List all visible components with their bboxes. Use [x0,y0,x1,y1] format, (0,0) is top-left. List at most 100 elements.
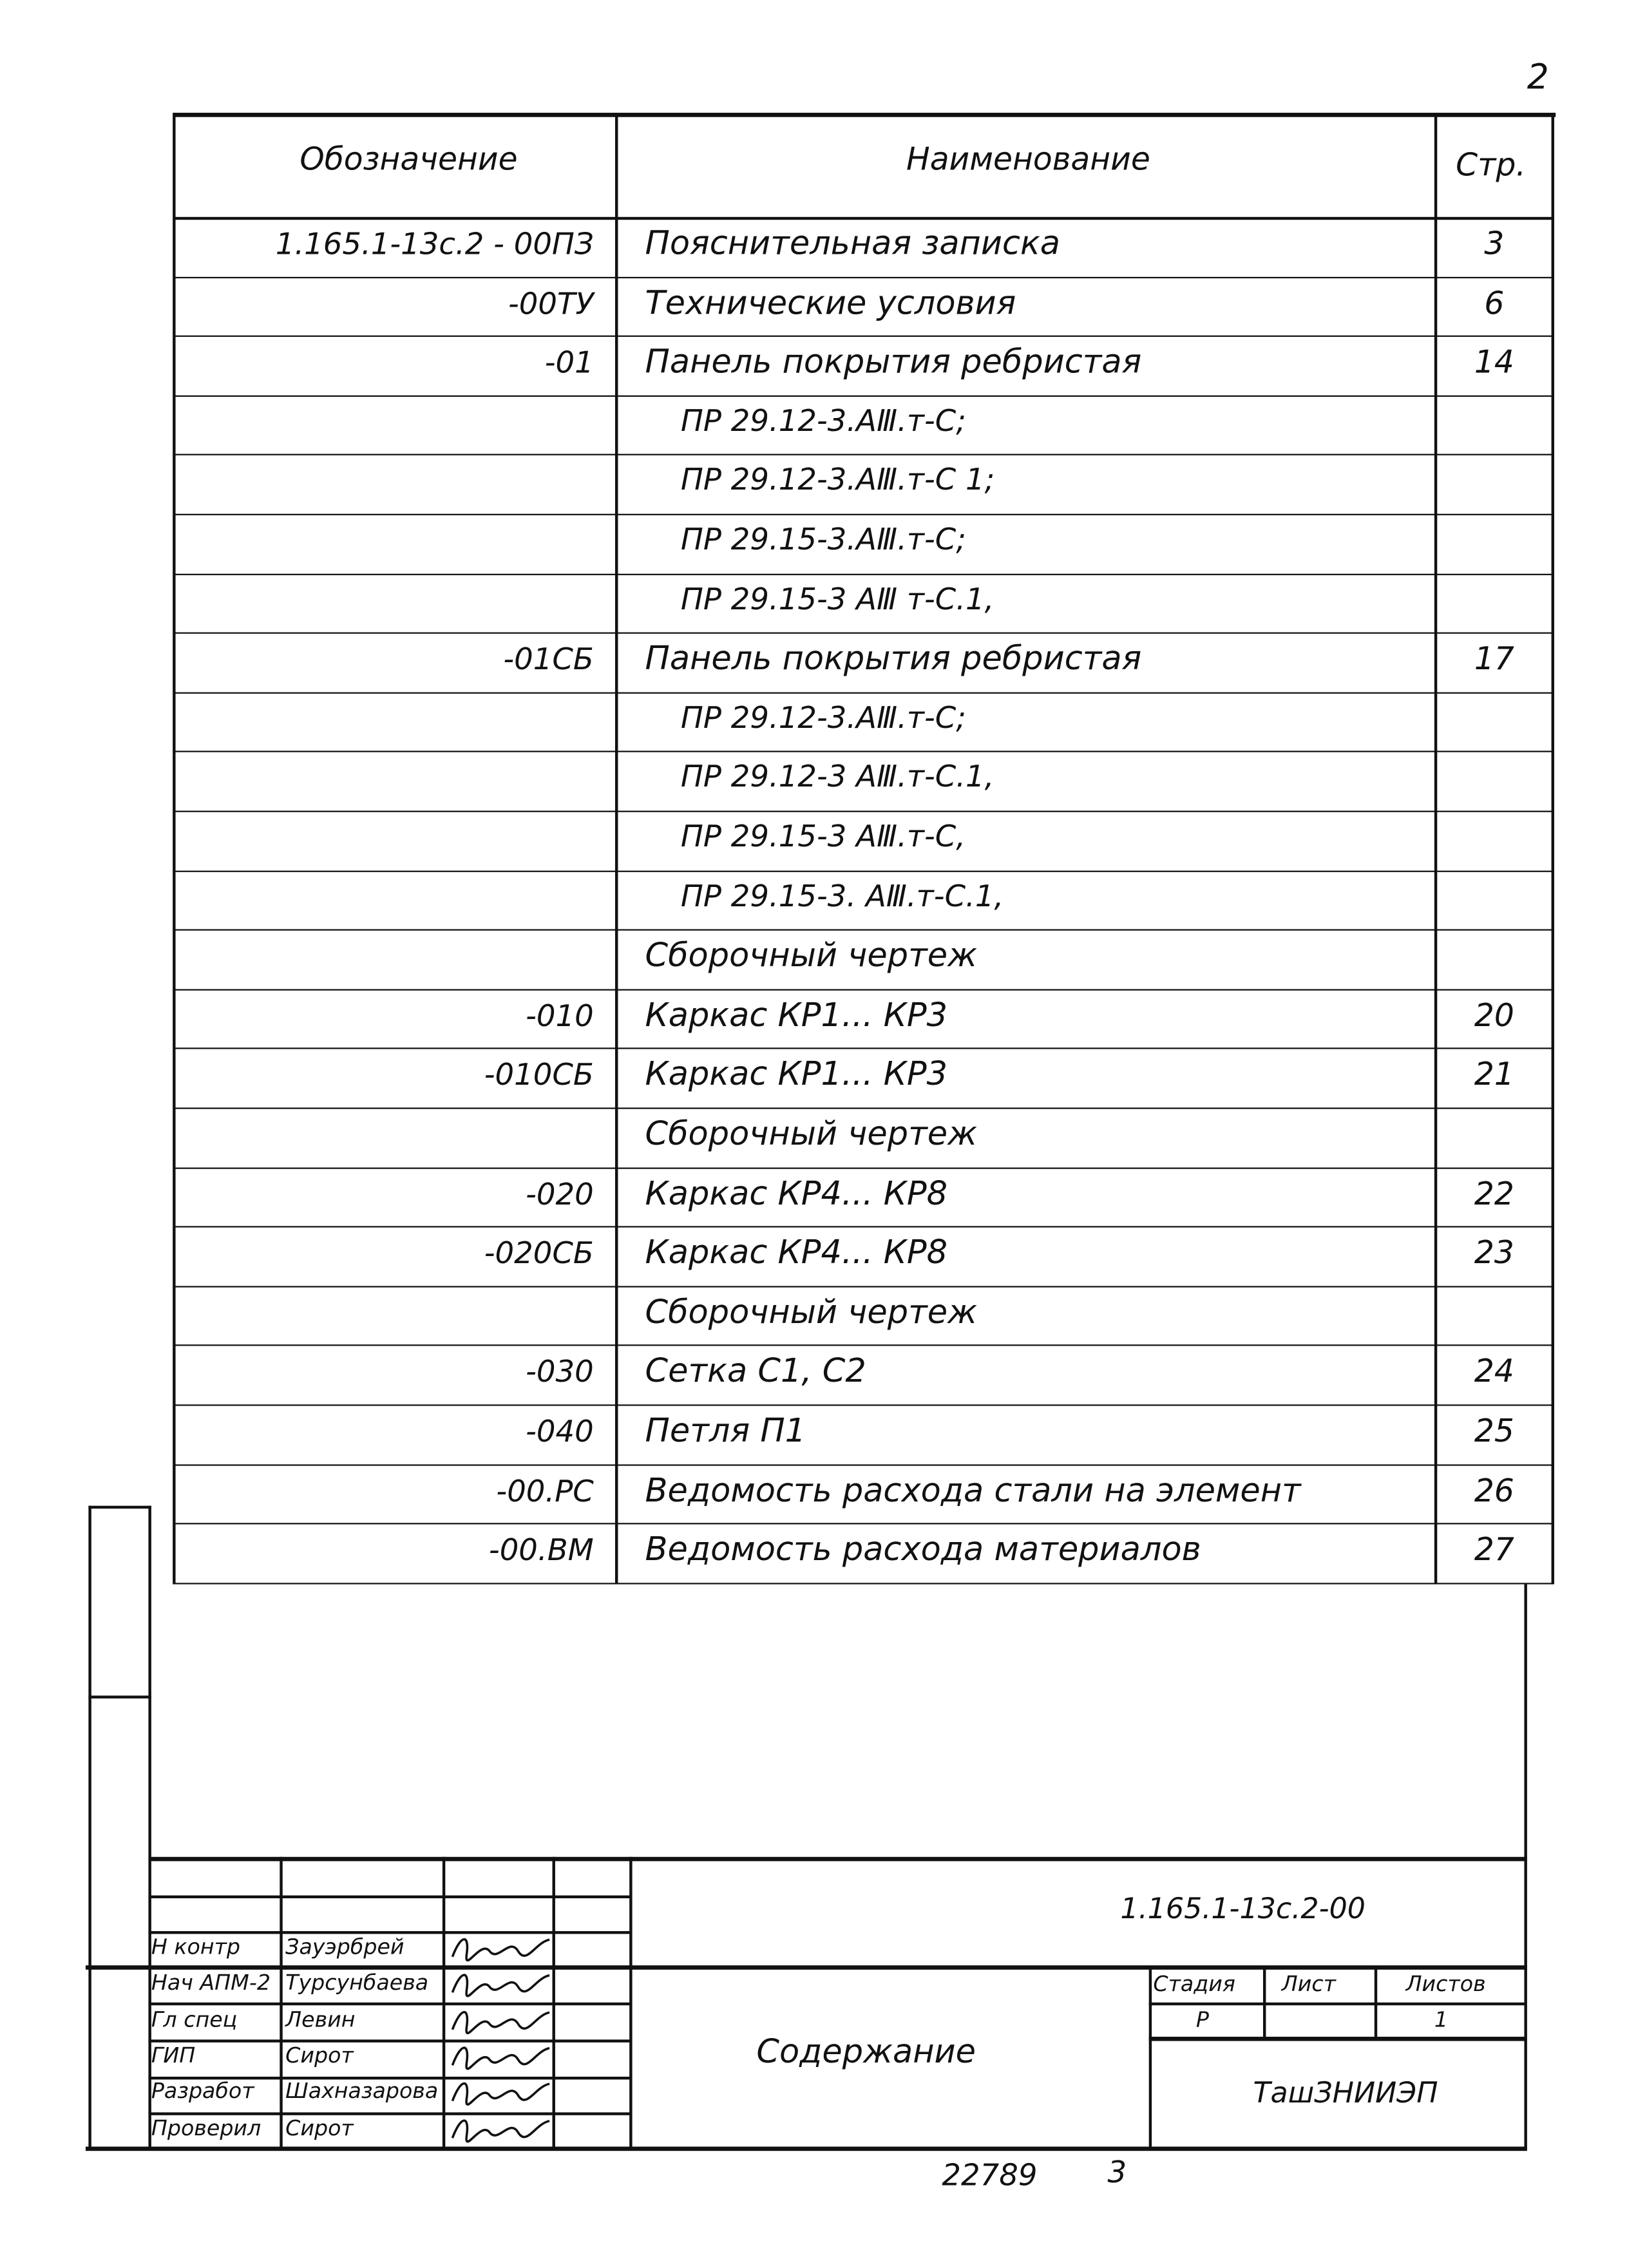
signature-mark [451,2082,550,2106]
signature-mark [451,2046,550,2070]
row-designation: -00.РС [496,1474,594,1509]
table-row: 1.165.1-13с.2 - 00ПЗ Пояснительная записк… [174,218,1553,278]
row-designation: -01 [544,345,594,380]
organization: ТашЗНИИЭП [1253,2075,1438,2110]
header-name: Наименование [906,142,1150,178]
row-page: 6 [1484,286,1505,322]
signature-role: Гл спец [151,2006,238,2032]
table-row: Сборочный чертеж [174,931,1553,991]
table-row: -010СБ Каркас КР1... КР3 21 [174,1049,1553,1109]
sheet-label: Лист [1281,1971,1337,1997]
row-name: Петля П1 [645,1413,806,1451]
row-designation: -030 [526,1355,594,1389]
table-row: Сборочный чертеж [174,1287,1553,1347]
signature-role: Разработ [151,2078,254,2104]
row-name: Панель покрытия ребристая [645,344,1142,382]
row-page: 27 [1474,1533,1514,1569]
row-name: Сборочный чертеж [645,1294,978,1331]
row-name: Технические условия [645,285,1016,322]
row-page: 25 [1474,1414,1514,1451]
row-page: 14 [1474,345,1514,382]
row-page: 20 [1474,998,1514,1035]
signature-name: Шахназарова [285,2078,439,2104]
table-row: ПР 29.12-3.АⅢ.т-С; [174,693,1553,753]
table-row: -00.ВМ Ведомость расхода материалов 27 [174,1525,1553,1585]
row-name: Сетка С1, С2 [645,1353,866,1391]
signature-mark [451,2010,550,2034]
signature-role: Нач АПМ-2 [151,1970,271,1996]
row-designation: -040 [526,1414,594,1449]
row-designation: -00.ВМ [488,1533,594,1568]
header-designation: Обозначение [300,142,518,178]
stage-label: Стадия [1153,1971,1235,1997]
row-name: ПР 29.12-3.АⅢ.т-С; [680,700,966,735]
row-name: Ведомость расхода стали на элемент [645,1472,1301,1510]
table-row: -00ТУ Технические условия 6 [174,278,1553,338]
signature-role: Проверил [151,2114,262,2140]
table-row: ПР 29.12-3.АⅢ.т-С 1; [174,456,1553,515]
row-name: ПР 29.15-3 АⅢ т-С.1, [680,582,994,616]
table-row: -020 Каркас КР4... КР8 22 [174,1168,1553,1228]
table-row: ПР 29.15-3 АⅢ т-С.1, [174,575,1553,634]
table-row: -00.РС Ведомость расхода стали на элемент… [174,1465,1553,1525]
signature-mark [451,2119,550,2142]
table-row: -01 Панель покрытия ребристая 14 [174,337,1553,397]
signature-role: ГИП [151,2042,196,2068]
row-name: ПР 29.15-3.АⅢ.т-С; [680,522,966,557]
row-name: Каркас КР4... КР8 [645,1235,948,1272]
row-page: 21 [1474,1058,1514,1094]
table-row: -040 Петля П1 25 [174,1406,1553,1465]
signature-role: Н контр [151,1934,241,1960]
table-row: -020СБ Каркас КР4... КР8 23 [174,1228,1553,1288]
row-page: 22 [1474,1177,1514,1213]
row-page: 26 [1474,1474,1514,1510]
row-designation: -01СБ [503,642,594,677]
row-designation: -020 [526,1177,594,1212]
stage-value: Р [1195,2006,1209,2033]
row-name: ПР 29.15-3. АⅢ.т-С.1, [680,879,1004,913]
row-name: Каркас КР4... КР8 [645,1175,948,1213]
row-designation: -020СБ [484,1236,594,1271]
row-name: Каркас КР1... КР3 [645,1056,948,1094]
row-name: ПР 29.12-3 АⅢ.т-С.1, [680,759,994,794]
table-row: -01СБ Панель покрытия ребристая 17 [174,634,1553,694]
sheets-label: Листов [1405,1971,1486,1997]
row-page: 24 [1474,1355,1514,1391]
signature-name: Сирот [285,2114,354,2140]
row-name: Сборочный чертеж [645,1116,978,1154]
signature-mark [451,1938,550,1961]
signature-name: Зауэрбрей [285,1934,404,1960]
row-name: Каркас КР1... КР3 [645,997,948,1035]
sheets-value: 1 [1434,2006,1449,2033]
signature-name: Левин [285,2006,356,2032]
row-page: 3 [1484,227,1505,263]
table-row: ПР 29.12-3.АⅢ.т-С; [174,397,1553,456]
signature-name: Сирот [285,2042,354,2068]
header-page: Стр. [1456,148,1527,184]
row-page: 23 [1474,1236,1514,1272]
inventory-number: 22789 [942,2158,1038,2193]
row-name: ПР 29.15-3 АⅢ.т-С, [680,819,966,854]
footer-page: 3 [1107,2155,1127,2190]
document-title: Содержание [756,2034,976,2072]
row-name: ПР 29.12-3.АⅢ.т-С 1; [680,462,995,497]
signature-name: Турсунбаева [285,1970,429,1996]
row-designation: 1.165.1-13с.2 - 00ПЗ [275,227,594,262]
table-row: ПР 29.12-3 АⅢ.т-С.1, [174,753,1553,812]
table-row: ПР 29.15-3. АⅢ.т-С.1, [174,872,1553,931]
row-name: ПР 29.12-3.АⅢ.т-С; [680,403,966,438]
row-page: 17 [1474,642,1514,678]
table-row: ПР 29.15-3.АⅢ.т-С; [174,515,1553,575]
row-name: Сборочный чертеж [645,938,978,975]
row-designation: -010СБ [484,1058,594,1092]
row-name: Ведомость расхода материалов [645,1531,1201,1569]
table-row: Сборочный чертеж [174,1109,1553,1168]
row-designation: -010 [526,998,594,1033]
table-row: -030 Сетка С1, С2 24 [174,1346,1553,1406]
row-name: Панель покрытия ребристая [645,641,1142,678]
sheet-number: 2 [1527,57,1549,97]
signature-mark [451,1974,550,1997]
document-code: 1.165.1-13с.2-00 [1120,1891,1365,1926]
table-row: ПР 29.15-3 АⅢ.т-С, [174,812,1553,872]
row-name: Пояснительная записка [645,225,1061,263]
